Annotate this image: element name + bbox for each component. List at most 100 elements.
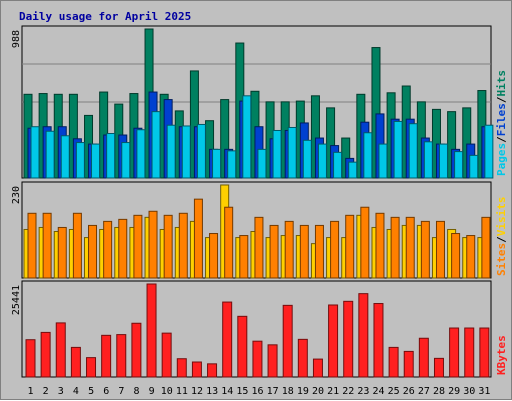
day-label-30: 30 — [463, 386, 475, 397]
bar-sites-day-9 — [148, 210, 158, 279]
legend-item-bottom-0: KBytes — [495, 335, 508, 375]
bar-sites-day-19 — [299, 224, 309, 279]
bar-pages-day-3 — [60, 135, 70, 179]
bar-pages-day-25 — [393, 120, 403, 179]
bar-kbytes-day-27 — [418, 337, 429, 378]
bar-sites-day-21 — [330, 220, 340, 279]
bar-sites-day-20 — [314, 224, 324, 279]
bar-pages-day-10 — [166, 124, 176, 179]
day-label-20: 20 — [312, 386, 324, 397]
panel-top-legend: Pages/Files/Hits — [495, 70, 508, 176]
bar-kbytes-day-8 — [131, 322, 142, 378]
bar-kbytes-day-7 — [116, 334, 127, 378]
bar-kbytes-day-12 — [191, 361, 202, 378]
bar-sites-day-23 — [360, 206, 370, 279]
day-label-28: 28 — [433, 386, 445, 397]
bar-sites-day-31 — [481, 216, 491, 279]
legend-item-top-2: Files — [495, 103, 508, 136]
legend-item-top-4: Hits — [495, 70, 508, 97]
bar-pages-day-11 — [181, 125, 191, 179]
bar-sites-day-7 — [118, 218, 128, 279]
bar-pages-day-1 — [30, 126, 40, 179]
legend-item-middle-2: Visits — [495, 197, 508, 237]
bar-kbytes-day-22 — [343, 300, 354, 378]
bar-kbytes-day-21 — [328, 304, 339, 378]
bar-pages-day-2 — [45, 130, 55, 179]
bar-sites-day-29 — [451, 233, 461, 279]
bar-kbytes-day-17 — [267, 344, 278, 378]
day-label-19: 19 — [297, 386, 309, 397]
bar-kbytes-day-11 — [176, 358, 187, 378]
day-label-2: 2 — [43, 386, 49, 397]
bar-pages-day-8 — [136, 129, 146, 179]
day-label-22: 22 — [342, 386, 354, 397]
bar-kbytes-day-26 — [403, 350, 414, 378]
bar-sites-day-6 — [103, 220, 113, 279]
bar-kbytes-day-20 — [312, 358, 323, 378]
day-label-17: 17 — [267, 386, 279, 397]
legend-item-middle-0: Sites — [495, 243, 508, 276]
day-label-5: 5 — [88, 386, 94, 397]
bar-sites-day-27 — [420, 220, 430, 279]
bar-pages-day-6 — [106, 133, 116, 179]
bar-sites-day-13 — [209, 233, 219, 279]
chart-title: Daily usage for April 2025 — [19, 10, 191, 23]
bar-sites-day-28 — [435, 220, 445, 279]
bar-kbytes-day-24 — [373, 303, 384, 378]
day-label-3: 3 — [58, 386, 64, 397]
bar-sites-day-5 — [88, 224, 98, 279]
day-label-14: 14 — [221, 386, 233, 397]
bar-pages-day-12 — [196, 123, 206, 179]
day-label-4: 4 — [73, 386, 79, 397]
bar-pages-day-14 — [227, 150, 237, 179]
day-label-27: 27 — [418, 386, 430, 397]
day-label-6: 6 — [103, 386, 109, 397]
bar-sites-day-26 — [405, 216, 415, 279]
bar-sites-day-1 — [27, 212, 37, 279]
bar-pages-day-31 — [484, 124, 494, 179]
bar-pages-day-21 — [333, 151, 343, 179]
bar-kbytes-day-6 — [101, 334, 112, 378]
bar-sites-day-18 — [284, 220, 294, 279]
bar-pages-day-17 — [272, 129, 282, 179]
legend-item-middle-1: / — [495, 236, 508, 243]
day-label-24: 24 — [373, 386, 385, 397]
day-label-8: 8 — [133, 386, 139, 397]
bar-pages-day-30 — [469, 154, 479, 179]
day-label-11: 11 — [176, 386, 188, 397]
day-label-9: 9 — [149, 386, 155, 397]
legend-item-top-3: / — [495, 96, 508, 103]
bar-sites-day-17 — [269, 224, 279, 279]
day-label-7: 7 — [118, 386, 124, 397]
bar-kbytes-day-29 — [449, 327, 460, 378]
day-label-31: 31 — [478, 386, 490, 397]
bar-pages-day-22 — [348, 161, 358, 179]
panel-bottom-legend: KBytes — [495, 335, 508, 375]
bar-kbytes-day-3 — [55, 322, 66, 378]
bar-sites-day-8 — [133, 214, 143, 279]
bar-sites-day-4 — [72, 212, 82, 279]
day-label-29: 29 — [448, 386, 460, 397]
panel-bottom: 25441 KBytes — [11, 280, 508, 378]
bar-pages-day-4 — [75, 142, 85, 179]
bar-sites-day-16 — [254, 216, 264, 279]
bar-kbytes-day-30 — [464, 327, 475, 378]
bar-kbytes-day-28 — [433, 357, 444, 378]
bar-sites-day-14 — [224, 206, 234, 279]
bar-sites-day-25 — [390, 216, 400, 279]
bar-kbytes-day-16 — [252, 340, 263, 378]
bar-sites-day-22 — [345, 214, 355, 279]
bar-pages-day-18 — [287, 126, 297, 179]
day-label-21: 21 — [327, 386, 339, 397]
legend-item-top-1: / — [495, 136, 508, 143]
bar-kbytes-day-4 — [70, 346, 81, 378]
bar-pages-day-7 — [121, 142, 131, 179]
bar-sites-day-12 — [193, 198, 203, 279]
day-label-12: 12 — [191, 386, 203, 397]
bar-kbytes-day-15 — [237, 315, 248, 378]
bar-sites-day-30 — [466, 235, 476, 279]
bar-kbytes-day-9 — [146, 283, 157, 378]
day-label-15: 15 — [236, 386, 248, 397]
